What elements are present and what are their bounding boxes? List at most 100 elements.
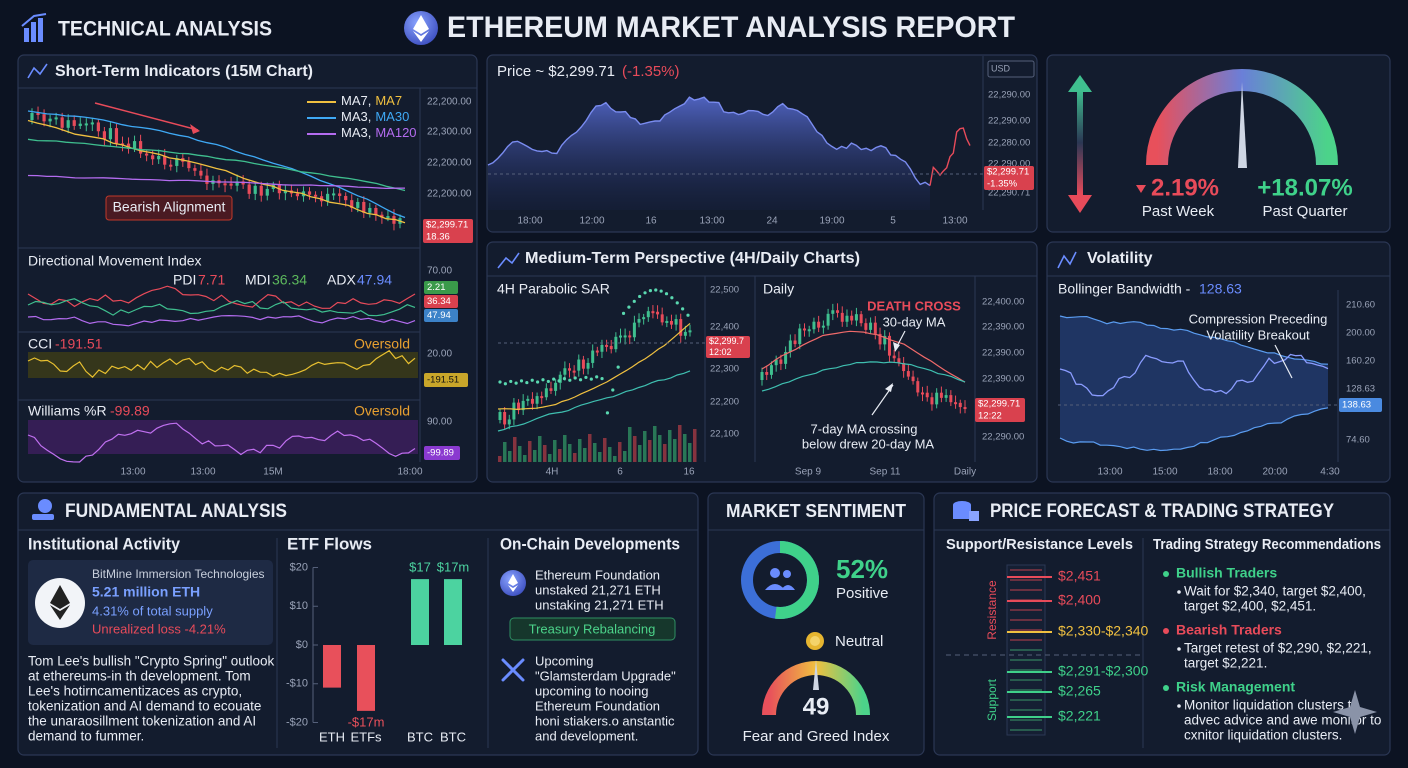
price-tag-text: $2,299.71 xyxy=(426,220,468,231)
volume-bar xyxy=(558,449,562,462)
section-title: TECHNICAL ANALYSIS xyxy=(58,18,272,41)
panel-icon xyxy=(497,252,520,269)
trend-arrow-line xyxy=(94,102,199,131)
people-icon xyxy=(765,568,795,590)
label: Trading Strategy Recommendations xyxy=(1153,537,1381,553)
ma-line xyxy=(27,138,406,192)
label: Unrealized loss -4.21% xyxy=(92,621,226,636)
candle xyxy=(60,117,64,128)
candle xyxy=(344,195,348,201)
candle xyxy=(831,310,835,314)
candle xyxy=(526,398,530,401)
trend-arrow xyxy=(1068,75,1092,213)
unit-box xyxy=(987,60,1035,78)
volume-bar xyxy=(553,440,557,462)
candle xyxy=(916,381,920,393)
sub-bullet xyxy=(1177,647,1181,651)
price-tag xyxy=(424,281,458,294)
volume-bar xyxy=(643,431,647,462)
candle xyxy=(840,312,844,322)
candle xyxy=(817,321,821,328)
sar-dot xyxy=(670,296,674,300)
tools-icon xyxy=(501,658,525,682)
legend-name: MA3, xyxy=(341,125,371,140)
strategy-line: advec advice and awe monitor to xyxy=(1184,713,1381,728)
price-tag-text: -1.35% xyxy=(987,179,1018,190)
price-tag-text: 138.63 xyxy=(1342,400,1371,411)
candle xyxy=(911,376,915,382)
volume-bar xyxy=(688,443,692,462)
candle xyxy=(930,397,934,405)
label: Bearish Traders xyxy=(1176,622,1282,638)
volume-bar xyxy=(498,456,502,462)
sar-dot xyxy=(600,376,604,381)
candle xyxy=(642,317,646,320)
candle xyxy=(108,128,113,140)
sar-dot xyxy=(664,292,669,296)
volume-bar xyxy=(543,445,547,462)
report-title: ETHEREUM MARKET ANALYSIS REPORT xyxy=(447,11,1015,44)
candle xyxy=(163,155,167,165)
ma-line xyxy=(761,361,966,392)
y-tick-label: 22,290.00 xyxy=(982,432,1024,443)
volume-bar xyxy=(578,439,582,462)
candle xyxy=(332,193,336,196)
price-area xyxy=(488,97,930,210)
volume-bar xyxy=(573,453,577,462)
y-tick-label: 160.20 xyxy=(1346,356,1375,367)
candle xyxy=(151,155,155,160)
candle xyxy=(132,141,137,149)
oversold-band xyxy=(28,352,418,378)
y-tick-label: 22,200.00 xyxy=(427,189,472,200)
data-label: $17 xyxy=(409,560,431,575)
candle xyxy=(535,396,539,404)
volume-bar xyxy=(583,448,587,462)
label: Oversold xyxy=(354,336,410,352)
y-tick-label: 210.60 xyxy=(1346,300,1375,311)
y-tick-label: $10 xyxy=(290,600,308,612)
label: Ethereum Foundation xyxy=(535,698,660,713)
label: Positive xyxy=(836,585,889,602)
section-title: FUNDAMENTAL ANALYSIS xyxy=(65,501,287,522)
label: Treasury Rebalancing xyxy=(529,621,656,636)
label: 128.63 xyxy=(1199,281,1242,297)
x-tick-label: 13:00 xyxy=(190,467,215,478)
candle xyxy=(821,325,825,328)
candle xyxy=(114,128,119,144)
indicator-line xyxy=(27,349,416,378)
candle xyxy=(126,143,131,149)
volume-bar xyxy=(548,454,552,462)
panel-icon xyxy=(27,63,48,79)
candle xyxy=(350,200,354,208)
sar-dot xyxy=(584,375,588,380)
y-tick-label: -$20 xyxy=(286,716,308,728)
x-tick-label: BTC xyxy=(440,729,466,744)
label: Support/Resistance Levels xyxy=(946,536,1133,553)
volume-bar xyxy=(518,446,522,462)
label: (-1.35%) xyxy=(622,63,680,80)
label: Risk Management xyxy=(1176,679,1295,695)
candle xyxy=(96,122,100,132)
candle xyxy=(512,402,516,420)
volume-bar xyxy=(658,435,662,462)
candle xyxy=(503,412,507,425)
candle xyxy=(253,185,257,194)
trend-arrow-head xyxy=(190,124,200,134)
candle xyxy=(283,190,287,194)
section-title: MARKET SENTIMENT xyxy=(726,501,906,521)
candle xyxy=(259,185,263,196)
sar-dot xyxy=(589,377,593,381)
strategy-line: Target retest of $2,290, $2,221, xyxy=(1184,641,1372,656)
y-tick-label: 70.00 xyxy=(427,266,452,277)
candle xyxy=(628,335,632,338)
sar-dot xyxy=(638,294,642,299)
y-tick-label: 22,400 xyxy=(710,322,739,333)
x-tick-label: 12:00 xyxy=(579,216,604,227)
legend-period: MA7 xyxy=(375,93,402,108)
y-tick-label: 22,300 xyxy=(710,364,739,375)
candle xyxy=(205,175,209,184)
candle xyxy=(925,392,929,398)
y-tick-label: 22,290.00 xyxy=(988,90,1030,101)
volume-bar xyxy=(623,451,627,462)
